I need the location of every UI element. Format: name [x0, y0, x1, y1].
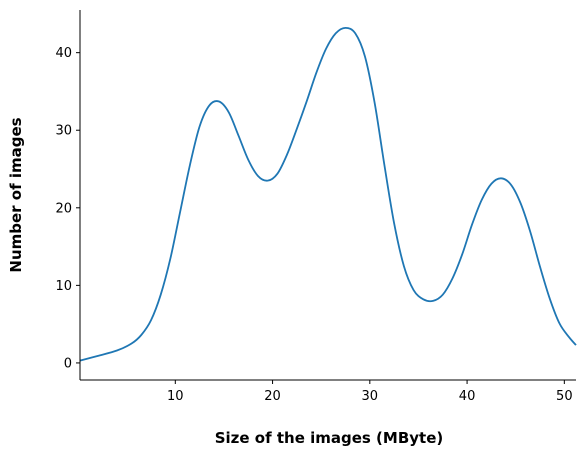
x-tick-label: 20 — [264, 389, 281, 404]
x-tick-label: 30 — [362, 389, 379, 404]
y-tick-label: 0 — [64, 356, 72, 371]
x-tick-label: 50 — [556, 389, 573, 404]
y-tick-label: 30 — [55, 124, 72, 139]
y-axis-ticks: 0 10 20 30 40 — [55, 46, 80, 371]
y-tick-label: 20 — [55, 201, 72, 216]
x-axis-title: Size of the images (MByte) — [215, 429, 444, 447]
x-tick-label: 10 — [167, 389, 184, 404]
x-axis-ticks: 10 20 30 40 50 — [167, 380, 573, 404]
y-axis-title: Number of images — [7, 117, 25, 272]
series-line — [79, 26, 577, 362]
x-tick-label: 40 — [459, 389, 476, 404]
plot-area — [79, 26, 577, 362]
y-tick-label: 40 — [55, 46, 72, 61]
y-tick-label: 10 — [55, 279, 72, 294]
